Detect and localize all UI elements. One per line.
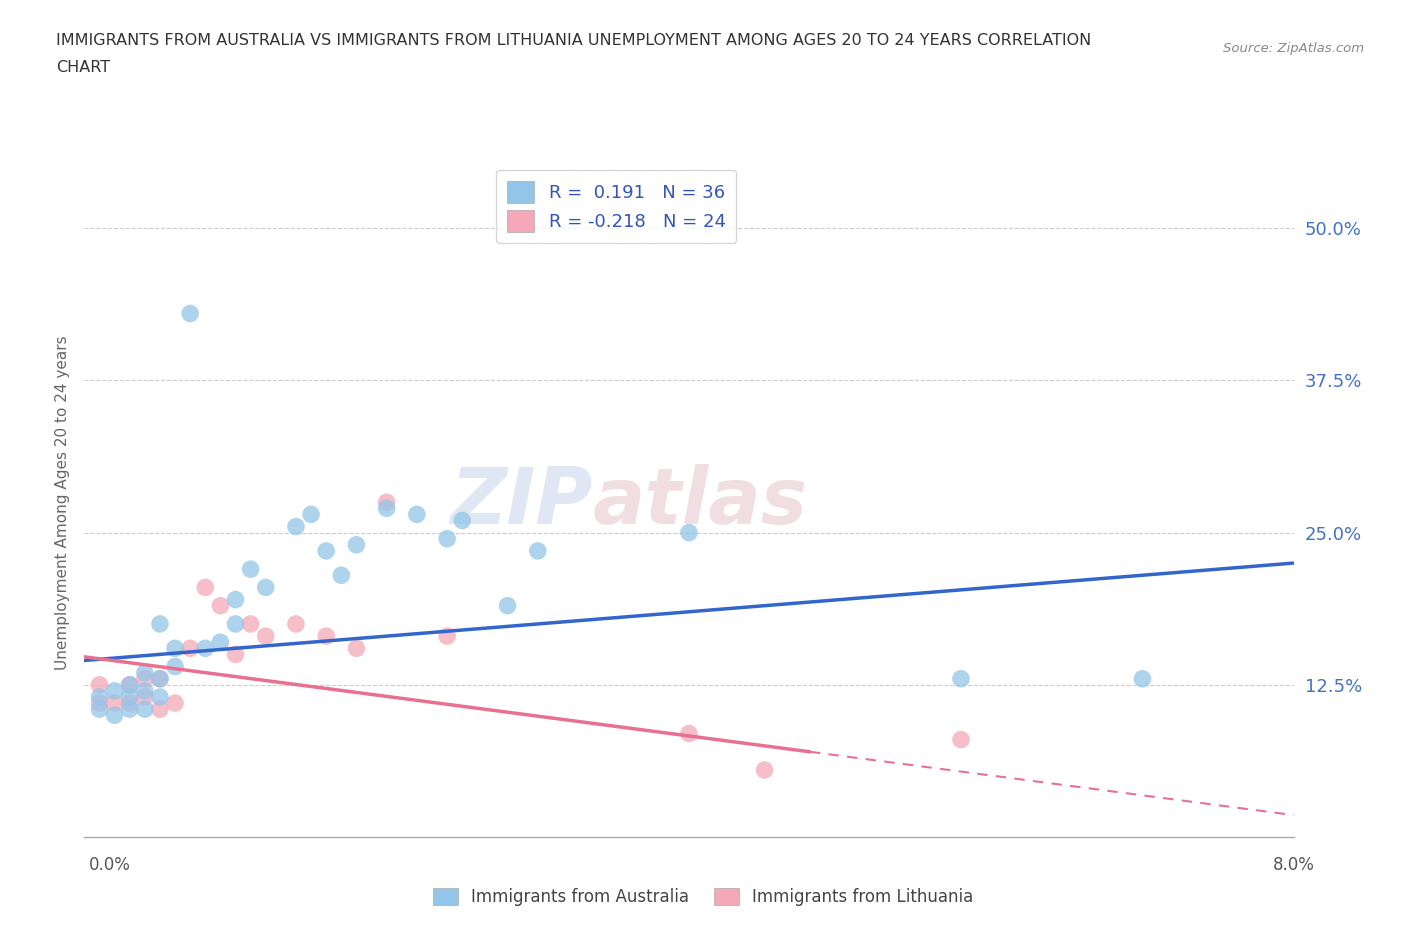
Point (406, 507, 429, 522)
Text: ZIP: ZIP (450, 464, 592, 540)
Point (194, 580, 217, 595)
Text: 8.0%: 8.0% (1272, 856, 1315, 873)
Text: 0.0%: 0.0% (89, 856, 131, 873)
Point (134, 665, 156, 680)
Point (239, 617, 262, 631)
Point (375, 501, 398, 516)
Point (1132, 671, 1154, 686)
Point (149, 617, 172, 631)
Point (254, 580, 277, 595)
Y-axis label: Unemployment Among Ages 20 to 24 years: Unemployment Among Ages 20 to 24 years (55, 335, 70, 670)
Point (315, 543, 337, 558)
Point (194, 641, 217, 656)
Point (527, 543, 550, 558)
Point (149, 671, 172, 686)
Point (375, 495, 398, 510)
Point (89, 689, 111, 704)
Legend: Immigrants from Australia, Immigrants from Lithuania: Immigrants from Australia, Immigrants fr… (426, 881, 980, 912)
Point (209, 598, 232, 613)
Point (225, 617, 247, 631)
Point (225, 592, 247, 607)
Point (451, 513, 474, 528)
Point (284, 519, 308, 534)
Point (134, 689, 156, 704)
Point (436, 629, 458, 644)
Legend: R =  0.191   N = 36, R = -0.218   N = 24: R = 0.191 N = 36, R = -0.218 N = 24 (496, 170, 737, 243)
Point (118, 689, 141, 704)
Point (149, 671, 172, 686)
Point (496, 598, 519, 613)
Point (104, 708, 127, 723)
Point (118, 677, 141, 692)
Point (754, 763, 776, 777)
Point (134, 684, 156, 698)
Point (89, 696, 111, 711)
Point (118, 702, 141, 717)
Point (225, 647, 247, 662)
Point (678, 726, 700, 741)
Point (149, 702, 172, 717)
Point (134, 702, 156, 717)
Point (346, 641, 368, 656)
Point (165, 641, 187, 656)
Point (315, 629, 337, 644)
Point (134, 671, 156, 686)
Point (330, 568, 353, 583)
Text: IMMIGRANTS FROM AUSTRALIA VS IMMIGRANTS FROM LITHUANIA UNEMPLOYMENT AMONG AGES 2: IMMIGRANTS FROM AUSTRALIA VS IMMIGRANTS … (56, 33, 1091, 47)
Text: atlas: atlas (592, 464, 807, 540)
Point (299, 507, 322, 522)
Point (950, 732, 973, 747)
Point (239, 562, 262, 577)
Point (254, 629, 277, 644)
Point (149, 689, 172, 704)
Point (346, 538, 368, 552)
Point (678, 525, 700, 540)
Point (104, 684, 127, 698)
Point (165, 696, 187, 711)
Point (179, 306, 201, 321)
Point (165, 659, 187, 674)
Point (209, 635, 232, 650)
Point (436, 531, 458, 546)
Point (89, 702, 111, 717)
Text: Source: ZipAtlas.com: Source: ZipAtlas.com (1223, 42, 1364, 55)
Point (104, 696, 127, 711)
Text: CHART: CHART (56, 60, 110, 75)
Point (284, 617, 308, 631)
Point (179, 641, 201, 656)
Point (89, 677, 111, 692)
Point (118, 677, 141, 692)
Point (118, 696, 141, 711)
Point (950, 671, 973, 686)
